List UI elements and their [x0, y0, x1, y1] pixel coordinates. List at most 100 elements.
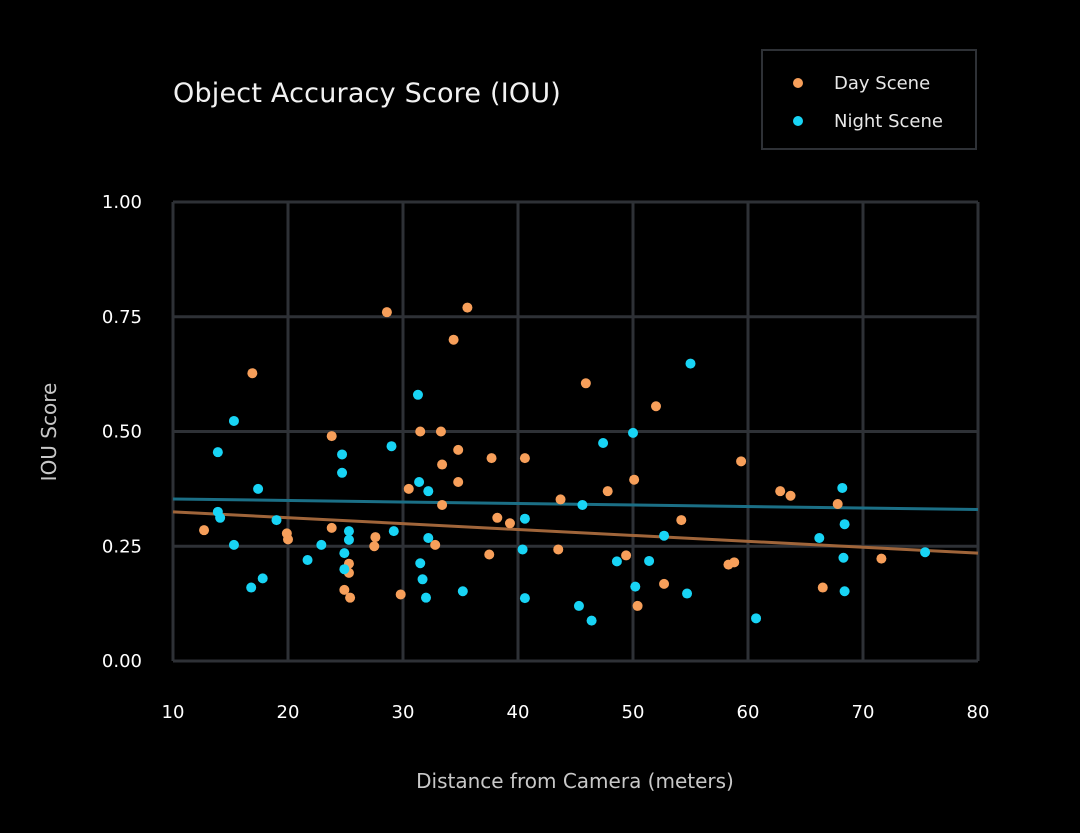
night-scene-point	[339, 564, 350, 575]
night-scene-point	[519, 513, 530, 524]
night-scene-point	[920, 547, 931, 558]
day-scene-point	[580, 378, 591, 389]
night-scene-point	[630, 581, 641, 592]
y-tick-label: 0.75	[102, 307, 142, 328]
legend-item-night-scene: Night Scene	[793, 109, 943, 133]
day-scene-point	[381, 307, 392, 318]
day-scene-point	[629, 474, 640, 485]
x-tick-label: 20	[277, 702, 300, 723]
night-scene-point	[751, 613, 762, 624]
x-tick-label: 40	[507, 702, 530, 723]
night-scene-point	[577, 499, 588, 510]
night-scene-point	[586, 615, 597, 626]
day-scene-point	[486, 453, 497, 464]
y-tick-label: 0.25	[102, 536, 142, 557]
day-scene-point	[729, 557, 740, 568]
day-scene-point	[492, 512, 503, 523]
x-axis-label: Distance from Camera (meters)	[416, 769, 734, 793]
legend: Day Scene Night Scene	[761, 49, 977, 150]
y-tick-label: 0.50	[102, 422, 142, 443]
night-scene-point	[212, 447, 223, 458]
trend-line-night-scene	[172, 497, 979, 512]
day-scene-point	[403, 483, 414, 494]
day-scene-point	[453, 444, 464, 455]
day-scene-point	[395, 589, 406, 600]
day-scene-point	[602, 486, 613, 497]
night-scene-point	[682, 588, 693, 599]
night-scene-point	[423, 532, 434, 543]
x-tick-label: 30	[392, 702, 415, 723]
day-scene-point	[369, 541, 380, 552]
day-scene-point	[484, 549, 495, 560]
day-scene-point	[247, 368, 258, 379]
night-scene-point	[839, 586, 850, 597]
night-scene-point	[228, 539, 239, 550]
night-scene-point	[302, 555, 313, 566]
legend-marker-night-scene	[793, 116, 803, 126]
night-scene-point	[837, 482, 848, 493]
night-scene-point	[257, 573, 268, 584]
data-points	[199, 302, 931, 626]
night-scene-point	[415, 558, 426, 569]
day-scene-point	[435, 426, 446, 437]
night-scene-point	[517, 544, 528, 555]
day-scene-point	[437, 499, 448, 510]
day-scene-point	[676, 515, 687, 526]
x-tick-label: 70	[852, 702, 875, 723]
day-scene-point	[415, 426, 426, 437]
x-tick-label: 60	[737, 702, 760, 723]
night-scene-point	[386, 441, 397, 452]
night-scene-point	[611, 556, 622, 567]
night-scene-point	[414, 476, 425, 487]
day-scene-point	[326, 522, 337, 533]
day-scene-point	[430, 539, 441, 550]
night-scene-point	[685, 358, 696, 369]
x-tick-label: 80	[967, 702, 990, 723]
day-scene-point	[775, 486, 786, 497]
night-scene-point	[337, 449, 348, 460]
night-scene-point	[253, 483, 264, 494]
day-scene-point	[326, 431, 337, 442]
day-scene-point	[632, 600, 643, 611]
day-scene-point	[283, 534, 293, 545]
legend-label-day-scene: Day Scene	[834, 72, 931, 94]
night-scene-point	[659, 530, 670, 541]
night-scene-point	[598, 437, 609, 448]
y-tick-label: 1.00	[102, 192, 142, 213]
day-scene-point	[437, 459, 448, 470]
day-scene-point	[659, 578, 670, 589]
night-scene-point	[337, 467, 348, 478]
night-scene-point	[573, 600, 584, 611]
night-scene-point	[628, 427, 638, 438]
y-axis-label: IOU Score	[37, 383, 61, 482]
day-scene-point	[519, 453, 530, 464]
night-scene-point	[457, 586, 468, 597]
night-scene-point	[412, 389, 423, 400]
day-scene-point	[345, 592, 356, 603]
night-scene-point	[316, 539, 327, 550]
y-axis-ticks: 0.00 0.25 0.50 0.75 1.00	[102, 192, 142, 672]
night-scene-point	[271, 515, 282, 526]
night-scene-point	[343, 534, 354, 545]
night-scene-point	[215, 512, 226, 523]
night-scene-point	[423, 486, 434, 497]
day-scene-point	[199, 525, 210, 536]
day-scene-point	[462, 302, 473, 313]
day-scene-point	[448, 334, 459, 345]
night-scene-point	[228, 415, 239, 426]
night-scene-point	[421, 592, 431, 603]
trend-lines	[172, 497, 979, 555]
day-scene-point	[785, 490, 796, 501]
night-scene-point	[644, 555, 655, 566]
chart-title: Object Accuracy Score (IOU)	[173, 78, 562, 109]
day-scene-point	[817, 582, 828, 593]
x-tick-label: 50	[622, 702, 645, 723]
day-scene-point	[621, 550, 632, 561]
day-scene-point	[453, 476, 464, 487]
night-scene-point	[246, 582, 257, 593]
day-scene-point	[651, 401, 661, 412]
night-scene-point	[339, 548, 350, 559]
night-scene-point	[519, 593, 530, 604]
night-scene-point	[838, 552, 849, 563]
